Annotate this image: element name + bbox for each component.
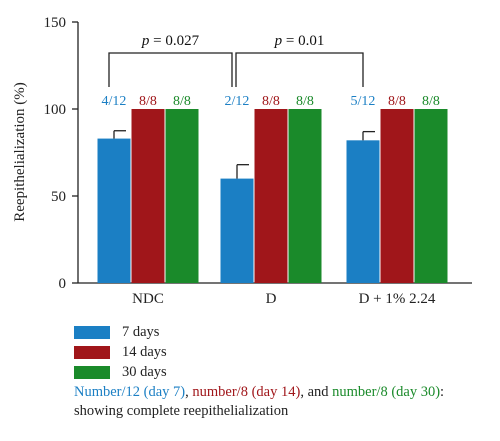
data-label: 8/8 <box>296 94 314 109</box>
legend: 7 days 14 days 30 days <box>74 322 167 382</box>
note-day7: Number/12 (day 7) <box>74 384 186 400</box>
note-day14: number/8 (day 14) <box>192 384 301 400</box>
y-tick-label: 100 <box>44 102 67 118</box>
legend-label: 7 days <box>122 323 160 340</box>
bar-14-days-2 <box>380 109 414 283</box>
legend-label: 30 days <box>122 363 167 380</box>
legend-swatch <box>74 345 110 359</box>
data-label: 8/8 <box>262 94 280 109</box>
significance-bracket <box>235 52 364 87</box>
bar-30-days-2 <box>414 109 448 283</box>
y-tick-label: 50 <box>51 189 66 205</box>
data-label: 4/12 <box>102 94 127 109</box>
bar-14-days-0 <box>131 109 165 283</box>
y-tick-label: 0 <box>59 276 67 292</box>
p-value-label: p = 0.01 <box>274 33 325 49</box>
data-label: 8/8 <box>173 94 191 109</box>
legend-item-30-days: 30 days <box>74 362 167 382</box>
data-label: 5/12 <box>351 94 376 109</box>
bar-30-days-0 <box>165 109 199 283</box>
significance-bracket <box>108 52 233 87</box>
data-label: 8/8 <box>139 94 157 109</box>
data-label: 8/8 <box>422 94 440 109</box>
legend-swatch <box>74 325 110 339</box>
p-value-label: p = 0.027 <box>141 33 200 49</box>
legend-item-7-days: 7 days <box>74 322 167 342</box>
bar-chart: Reepithelialization (%) 0 50 100 150 4/12 8/… <box>12 15 472 307</box>
legend-label: 14 days <box>122 343 167 360</box>
note-sep2: , and <box>300 384 333 400</box>
bar-30-days-1 <box>288 109 322 283</box>
note-day30: number/8 (day 30) <box>332 384 441 400</box>
bar-7-days-1 <box>220 178 254 283</box>
note-tail: : showing complete reepithelialization <box>74 384 445 419</box>
data-label: 2/12 <box>225 94 250 109</box>
x-tick-label: D <box>266 291 277 307</box>
bar-7-days-2 <box>346 140 380 283</box>
note-sep1: , <box>185 384 193 400</box>
legend-swatch <box>74 365 110 379</box>
y-axis-label: Reepithelialization (%) <box>12 82 28 222</box>
data-label: 8/8 <box>388 94 406 109</box>
y-tick-label: 150 <box>44 15 67 31</box>
x-tick-label: D + 1% 2.24 <box>359 291 436 307</box>
legend-note: Number/12 (day 7), number/8 (day 14), an… <box>74 383 494 421</box>
x-tick-label: NDC <box>132 291 164 307</box>
legend-item-14-days: 14 days <box>74 342 167 362</box>
bar-7-days-0 <box>97 138 131 283</box>
bar-14-days-1 <box>254 109 288 283</box>
